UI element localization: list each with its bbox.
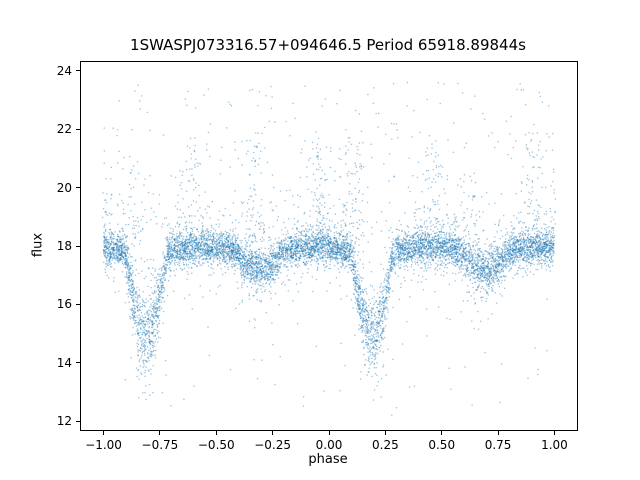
x-tick-mark	[384, 431, 386, 435]
y-tick-label: 14	[56, 355, 72, 370]
y-tick-mark	[76, 70, 80, 72]
scatter-canvas	[81, 62, 577, 430]
x-tick-mark	[497, 431, 499, 435]
y-tick-label: 22	[56, 122, 72, 137]
chart-title: 1SWASPJ073316.57+094646.5 Period 65918.8…	[130, 36, 526, 54]
y-tick-mark	[76, 362, 80, 364]
x-tick-label: 0.50	[428, 438, 456, 452]
y-tick-label: 18	[56, 239, 72, 253]
y-tick-label: 12	[56, 414, 72, 429]
x-tick-label: 1.00	[541, 438, 568, 452]
y-tick-label: 20	[56, 180, 72, 195]
x-axis-label: phase	[308, 452, 348, 467]
x-tick-mark	[159, 431, 161, 435]
y-tick-mark	[76, 245, 80, 247]
y-tick-mark	[76, 303, 80, 305]
x-tick-label: −0.75	[141, 438, 179, 452]
x-tick-label: 0.25	[372, 438, 399, 452]
y-tick-mark	[76, 420, 80, 422]
x-tick-label: 0.00	[315, 438, 343, 452]
x-tick-label: −0.25	[254, 438, 292, 452]
x-tick-mark	[441, 431, 443, 435]
y-tick-label: 24	[56, 63, 72, 78]
y-tick-mark	[76, 128, 80, 130]
x-tick-mark	[215, 431, 217, 435]
x-tick-mark	[272, 431, 274, 435]
x-tick-mark	[553, 431, 555, 435]
y-tick-mark	[76, 187, 80, 189]
x-tick-label: −1.00	[85, 438, 122, 452]
plot-area	[80, 61, 578, 431]
x-tick-mark	[103, 431, 105, 435]
x-tick-label: 0.75	[484, 438, 512, 452]
y-tick-label: 16	[56, 297, 72, 312]
x-tick-mark	[328, 431, 330, 435]
x-tick-label: −0.50	[197, 438, 235, 452]
